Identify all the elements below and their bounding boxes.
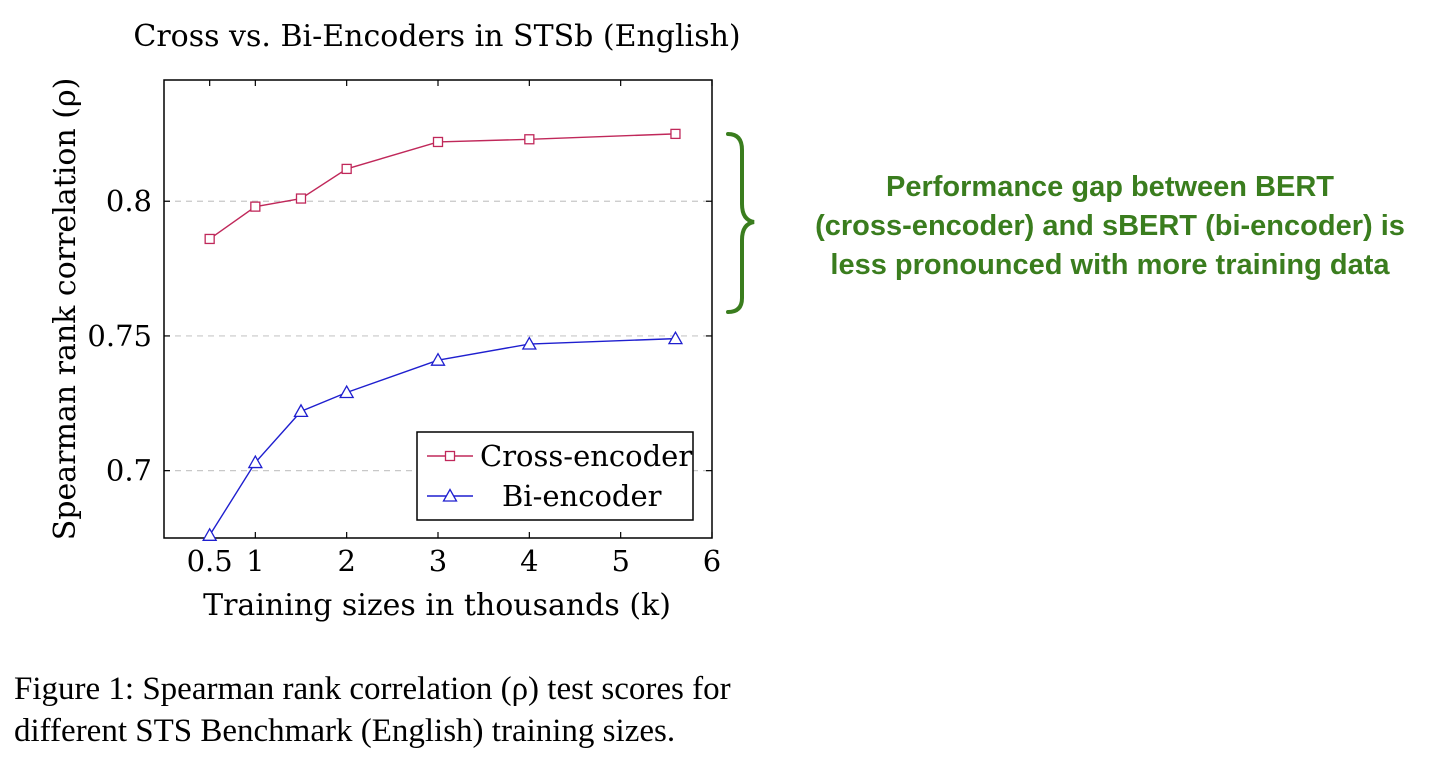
data-point-triangle xyxy=(442,488,458,502)
legend-label: Cross-encoder xyxy=(480,439,692,473)
data-point-triangle xyxy=(667,330,684,345)
data-point-triangle xyxy=(293,403,309,418)
axis-ticks: 0.7 0.75 0.8 0.5 1 2 3 4 5 6 xyxy=(87,80,721,578)
annotation-line-2: (cross-encoder) and sBERT (bi-encoder) i… xyxy=(815,210,1405,242)
caption-line-1: Figure 1: Spearman rank correlation (ρ) … xyxy=(14,671,731,707)
data-point-square xyxy=(250,201,261,212)
legend-label: Bi-encoder xyxy=(502,479,662,513)
data-point-square xyxy=(670,128,681,140)
data-point-triangle xyxy=(339,384,355,399)
data-point-triangle xyxy=(247,454,263,469)
data-point-square xyxy=(524,134,535,145)
data-point-square xyxy=(204,233,215,245)
data-point-triangle xyxy=(202,527,218,541)
curly-brace xyxy=(726,132,755,314)
series-bi-encoder xyxy=(202,330,684,541)
series-cross-encoder xyxy=(204,128,681,245)
x-axis-label: Training sizes in thousands (k) xyxy=(203,588,671,623)
x-tick-label: 1 xyxy=(246,544,264,578)
y-tick-label: 0.75 xyxy=(87,319,152,353)
figure-caption: Figure 1: Spearman rank correlation (ρ) … xyxy=(14,668,914,752)
x-tick-label: 6 xyxy=(703,544,721,578)
annotation-line-1: Performance gap between BERT xyxy=(886,171,1334,203)
data-point-square xyxy=(295,193,307,204)
grid-lines xyxy=(164,200,712,472)
x-tick-label: 3 xyxy=(429,544,447,578)
x-tick-label: 0.5 xyxy=(187,544,233,578)
y-tick-label: 0.8 xyxy=(106,184,152,218)
legend: Cross-encoder Bi-encoder xyxy=(416,431,694,521)
annotation-text: Performance gap between BERT (cross-enco… xyxy=(770,168,1450,285)
series-line xyxy=(209,133,676,240)
data-point-square xyxy=(341,163,352,175)
data-point-triangle xyxy=(521,336,537,350)
y-axis-label: Spearman rank correlation (ρ) xyxy=(48,78,83,541)
caption-line-2: different STS Benchmark (English) traini… xyxy=(14,713,676,749)
x-tick-label: 5 xyxy=(611,544,629,578)
series-layer xyxy=(202,128,684,541)
chart-title: Cross vs. Bi-Encoders in STSb (English) xyxy=(133,19,740,54)
data-point-square xyxy=(432,136,444,148)
data-point-square xyxy=(444,450,456,462)
x-tick-label: 4 xyxy=(520,544,538,578)
annotation-line-3: less pronounced with more training data xyxy=(830,249,1390,281)
y-tick-label: 0.7 xyxy=(106,454,152,488)
legend-box xyxy=(416,431,694,521)
x-tick-label: 2 xyxy=(337,544,355,578)
data-point-triangle xyxy=(430,352,446,366)
